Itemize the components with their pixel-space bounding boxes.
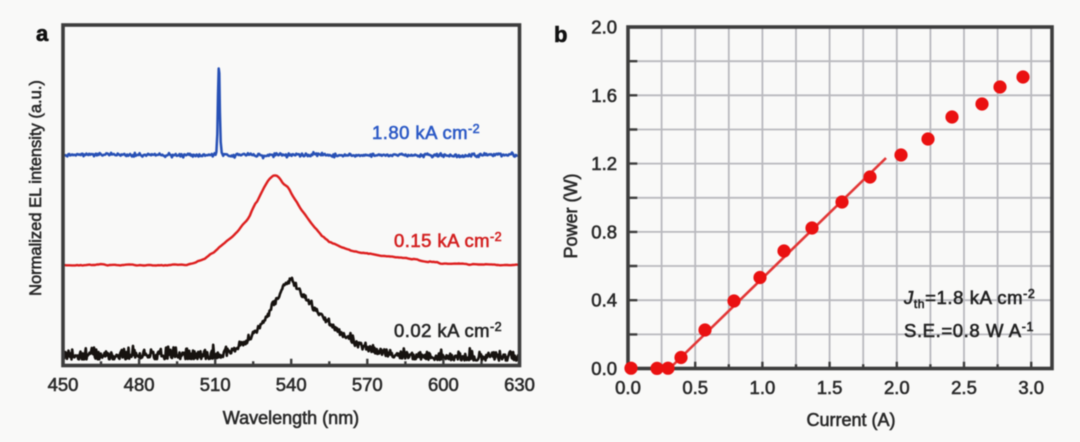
svg-text:1.5: 1.5 xyxy=(817,377,843,398)
svg-text:1.80 kA cm-2: 1.80 kA cm-2 xyxy=(372,122,480,143)
svg-text:0.4: 0.4 xyxy=(591,290,617,311)
svg-text:0.15 kA cm-2: 0.15 kA cm-2 xyxy=(394,230,502,251)
svg-text:Wavelength (nm): Wavelength (nm) xyxy=(223,408,359,428)
svg-text:Normalized EL intensity (a.u.): Normalized EL intensity (a.u.) xyxy=(27,80,45,296)
svg-text:0.8: 0.8 xyxy=(591,221,617,242)
svg-text:630: 630 xyxy=(504,374,535,395)
svg-text:450: 450 xyxy=(48,374,79,395)
svg-text:1.2: 1.2 xyxy=(591,153,617,174)
svg-text:540: 540 xyxy=(276,374,307,395)
svg-text:0.02 kA cm-2: 0.02 kA cm-2 xyxy=(394,320,502,341)
svg-text:2.0: 2.0 xyxy=(591,17,617,38)
svg-text:Current (A): Current (A) xyxy=(806,410,895,430)
svg-text:3.0: 3.0 xyxy=(1018,377,1044,398)
svg-text:0.0: 0.0 xyxy=(615,377,641,398)
svg-text:510: 510 xyxy=(200,374,231,395)
svg-text:0.5: 0.5 xyxy=(682,377,708,398)
svg-text:480: 480 xyxy=(124,374,155,395)
svg-text:a: a xyxy=(36,21,49,46)
svg-text:Jth=1.8 kA cm-2: Jth=1.8 kA cm-2 xyxy=(903,287,1035,311)
svg-text:Power (W): Power (W) xyxy=(561,174,581,259)
svg-text:0.0: 0.0 xyxy=(591,358,617,379)
svg-text:1.6: 1.6 xyxy=(591,85,617,106)
svg-text:1.0: 1.0 xyxy=(750,377,776,398)
svg-text:570: 570 xyxy=(352,374,383,395)
svg-text:2.0: 2.0 xyxy=(884,377,910,398)
svg-text:2.5: 2.5 xyxy=(951,377,977,398)
svg-text:b: b xyxy=(554,22,567,47)
svg-text:600: 600 xyxy=(428,374,459,395)
svg-text:S.E.=0.8 W A-1: S.E.=0.8 W A-1 xyxy=(904,320,1034,341)
